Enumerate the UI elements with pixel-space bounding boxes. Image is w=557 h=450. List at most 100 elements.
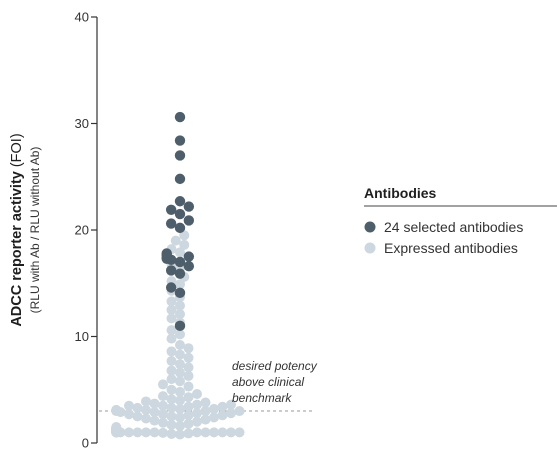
selected-antibody-point xyxy=(183,215,195,226)
expressed-antibody-point xyxy=(226,427,236,438)
expressed-antibody-point xyxy=(175,309,185,320)
expressed-antibody-point xyxy=(175,349,185,360)
y-ticks: 0 10 20 30 40 xyxy=(75,10,97,450)
selected-antibody-point xyxy=(183,251,195,262)
expressed-antibody-point xyxy=(217,410,228,421)
selected-antibody-point xyxy=(174,320,186,332)
expressed-antibody-point xyxy=(175,429,185,440)
y-axis-title-main: ADCC reporter activity xyxy=(9,171,25,327)
expressed-antibody-point xyxy=(166,296,177,307)
annotation-line-1: desired potency xyxy=(232,359,318,373)
y-axis-title-unit: (FOI) xyxy=(9,133,25,167)
expressed-antibody-point xyxy=(183,370,194,381)
legend-label-expressed: Expressed antibodies xyxy=(384,240,518,256)
expressed-antibody-point xyxy=(166,313,177,324)
expressed-antibody-point xyxy=(166,365,177,376)
expressed-antibody-point xyxy=(175,367,185,378)
legend-label-selected: 24 selected antibodies xyxy=(384,219,523,235)
expressed-antibody-point xyxy=(234,406,245,417)
expressed-antibody-point xyxy=(158,409,168,420)
selected-antibody-point xyxy=(174,222,186,234)
expressed-antibody-point xyxy=(158,379,168,390)
expressed-antibody-point xyxy=(166,394,177,405)
expressed-antibody-point xyxy=(183,418,194,429)
expressed-antibody-point xyxy=(179,239,190,250)
expressed-antibody-point xyxy=(175,386,185,397)
expressed-antibody-point xyxy=(132,402,143,413)
expressed-antibody-point xyxy=(192,416,202,427)
expressed-antibody-point xyxy=(166,346,177,357)
expressed-antibody-point xyxy=(158,391,168,402)
expressed-antibody-point xyxy=(166,384,177,395)
expressed-antibody-point xyxy=(175,420,185,431)
expressed-antibody-point xyxy=(111,404,122,415)
y-axis-subtitle: (RLU with Ab / RLU without Ab) xyxy=(28,147,42,314)
expressed-antibody-point xyxy=(166,333,177,344)
expressed-antibody-point xyxy=(149,407,160,418)
annotation-line-2: above clinical xyxy=(232,375,304,389)
expressed-antibody-point xyxy=(166,411,177,422)
threshold-annotation: desired potency above clinical benchmark xyxy=(232,359,318,405)
expressed-antibody-point xyxy=(175,279,185,290)
selected-antibody-points xyxy=(161,111,195,332)
expressed-antibody-point xyxy=(141,396,151,407)
expressed-antibody-point xyxy=(226,408,236,419)
expressed-antibody-point xyxy=(111,422,122,433)
selected-antibody-point xyxy=(174,173,186,185)
legend-title: Antibodies xyxy=(364,185,437,201)
legend: Antibodies 24 selected antibodies Expres… xyxy=(364,185,557,256)
expressed-antibody-point xyxy=(175,395,185,406)
expressed-antibody-point xyxy=(192,389,202,400)
expressed-antibody-point xyxy=(158,427,168,438)
expressed-antibody-point xyxy=(183,392,194,403)
expressed-antibody-point xyxy=(141,404,151,415)
y-axis-label: ADCC reporter activity (FOI) (RLU with Ab… xyxy=(9,133,42,326)
expressed-antibody-point xyxy=(234,427,245,438)
selected-antibody-point xyxy=(174,268,186,279)
expressed-antibody-point xyxy=(132,427,143,438)
expressed-antibody-point xyxy=(179,230,190,241)
selected-antibody-point xyxy=(174,287,186,299)
y-axis-title: ADCC reporter activity (FOI) xyxy=(9,133,25,326)
expressed-antibody-point xyxy=(175,359,185,370)
expressed-antibody-point xyxy=(124,409,134,420)
expressed-antibody-point xyxy=(200,397,211,408)
legend-swatch-selected xyxy=(364,221,376,233)
expressed-antibody-point xyxy=(209,403,219,414)
y-tick-label: 30 xyxy=(75,116,89,131)
selected-antibody-point xyxy=(174,150,186,161)
expressed-antibody-point xyxy=(200,406,211,417)
expressed-antibody-point xyxy=(226,399,236,410)
legend-swatch-expressed xyxy=(364,242,376,254)
y-tick-label: 0 xyxy=(82,436,89,450)
selected-antibody-point xyxy=(165,265,177,276)
expressed-antibody-point xyxy=(149,398,160,409)
y-axis: 0 10 20 30 40 xyxy=(75,10,98,450)
expressed-antibody-point xyxy=(183,428,194,439)
expressed-antibody-point xyxy=(183,410,194,421)
expressed-antibody-point xyxy=(192,427,202,438)
expressed-antibody-point xyxy=(175,376,185,387)
expressed-antibody-point xyxy=(183,343,194,354)
expressed-antibody-point xyxy=(149,427,160,438)
expressed-antibody-point xyxy=(175,329,185,340)
y-tick-label: 20 xyxy=(75,223,89,238)
expressed-antibody-point xyxy=(183,362,194,373)
selected-antibody-point xyxy=(174,256,186,268)
expressed-antibody-point xyxy=(124,400,134,411)
selected-antibody-point xyxy=(165,282,177,293)
selected-antibody-point xyxy=(183,201,195,212)
expressed-antibody-point xyxy=(175,247,185,258)
expressed-antibody-point xyxy=(175,340,185,351)
expressed-antibody-point xyxy=(170,235,181,246)
expressed-antibody-point xyxy=(192,408,202,419)
expressed-antibody-point xyxy=(200,414,211,425)
expressed-antibody-point xyxy=(141,413,151,424)
y-tick-label: 10 xyxy=(75,329,89,344)
selected-antibody-point xyxy=(161,248,172,259)
annotation-line-3: benchmark xyxy=(232,391,292,405)
expressed-antibody-point xyxy=(166,428,177,439)
expressed-antibody-point xyxy=(132,411,143,422)
expressed-antibody-point xyxy=(200,427,211,438)
